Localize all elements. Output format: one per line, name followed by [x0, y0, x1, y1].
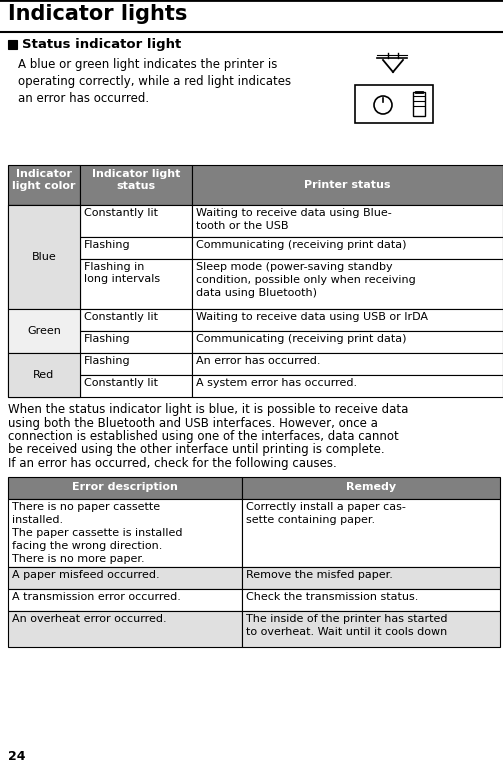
Bar: [80, 331, 192, 353]
Bar: [8, 566, 242, 588]
Text: Constantly lit: Constantly lit: [84, 312, 158, 322]
Bar: [192, 205, 503, 237]
Text: Remove the misfed paper.: Remove the misfed paper.: [246, 571, 393, 581]
Bar: [8, 259, 80, 309]
Bar: [8, 588, 242, 610]
Bar: [413, 92, 425, 116]
Text: Correctly install a paper cas-
sette containing paper.: Correctly install a paper cas- sette con…: [246, 503, 406, 525]
Text: 24: 24: [8, 750, 26, 763]
Bar: [8, 498, 242, 566]
Bar: [192, 353, 503, 375]
Text: The inside of the printer has started
to overheat. Wait until it cools down: The inside of the printer has started to…: [246, 614, 448, 637]
Bar: [192, 237, 503, 259]
Bar: [8, 610, 242, 646]
Text: An overheat error occurred.: An overheat error occurred.: [12, 614, 166, 624]
Text: Flashing in
long intervals: Flashing in long intervals: [84, 262, 160, 285]
Text: Flashing: Flashing: [84, 240, 131, 250]
Text: A system error has occurred.: A system error has occurred.: [196, 378, 357, 388]
Bar: [8, 40, 17, 49]
Bar: [8, 205, 80, 237]
Circle shape: [374, 96, 392, 114]
Bar: [8, 237, 80, 259]
Text: When the status indicator light is blue, it is possible to receive data: When the status indicator light is blue,…: [8, 403, 408, 416]
Text: If an error has occurred, check for the following causes.: If an error has occurred, check for the …: [8, 457, 337, 470]
Text: using both the Bluetooth and USB interfaces. However, once a: using both the Bluetooth and USB interfa…: [8, 417, 378, 430]
Text: Sleep mode (power-saving standby
condition, possible only when receiving
data us: Sleep mode (power-saving standby conditi…: [196, 262, 416, 298]
Bar: [8, 331, 80, 353]
Bar: [242, 477, 500, 498]
Text: A blue or green light indicates the printer is
operating correctly, while a red : A blue or green light indicates the prin…: [18, 58, 291, 105]
Text: Communicating (receiving print data): Communicating (receiving print data): [196, 240, 406, 250]
Bar: [8, 477, 242, 498]
Text: Status indicator light: Status indicator light: [22, 38, 181, 51]
Bar: [80, 353, 192, 375]
Text: Error description: Error description: [72, 482, 178, 492]
Text: A transmission error occurred.: A transmission error occurred.: [12, 593, 181, 603]
Bar: [192, 375, 503, 397]
Text: Waiting to receive data using Blue-
tooth or the USB: Waiting to receive data using Blue- toot…: [196, 208, 392, 230]
Bar: [192, 309, 503, 331]
Text: An error has occurred.: An error has occurred.: [196, 356, 320, 366]
Text: Constantly lit: Constantly lit: [84, 378, 158, 388]
Text: Indicator lights: Indicator lights: [8, 4, 188, 24]
Text: Green: Green: [27, 326, 61, 336]
Bar: [242, 566, 500, 588]
Bar: [8, 205, 80, 309]
Text: Remedy: Remedy: [346, 482, 396, 492]
Bar: [8, 375, 80, 397]
Text: Indicator
light color: Indicator light color: [12, 169, 76, 192]
Text: Flashing: Flashing: [84, 334, 131, 344]
Bar: [192, 259, 503, 309]
Text: be received using the other interface until printing is complete.: be received using the other interface un…: [8, 443, 385, 456]
Bar: [8, 353, 80, 375]
Text: Check the transmission status.: Check the transmission status.: [246, 593, 418, 603]
Text: Indicator light
status: Indicator light status: [92, 169, 180, 192]
Bar: [8, 309, 80, 353]
Bar: [80, 237, 192, 259]
Bar: [242, 498, 500, 566]
Text: Red: Red: [33, 370, 55, 380]
Bar: [80, 205, 192, 237]
Text: Printer status: Printer status: [304, 180, 391, 190]
Text: Blue: Blue: [32, 252, 56, 262]
Text: A paper misfeed occurred.: A paper misfeed occurred.: [12, 571, 159, 581]
Bar: [80, 375, 192, 397]
Text: Constantly lit: Constantly lit: [84, 208, 158, 218]
Text: Waiting to receive data using USB or IrDA: Waiting to receive data using USB or IrD…: [196, 312, 428, 322]
Text: There is no paper cassette
installed.
The paper cassette is installed
facing the: There is no paper cassette installed. Th…: [12, 503, 183, 564]
Bar: [80, 259, 192, 309]
Bar: [242, 610, 500, 646]
Bar: [0, 0, 503, 32]
Bar: [242, 588, 500, 610]
Text: Flashing: Flashing: [84, 356, 131, 366]
Bar: [80, 309, 192, 331]
Bar: [192, 331, 503, 353]
Bar: [8, 309, 80, 331]
Bar: [192, 165, 503, 205]
Bar: [355, 85, 433, 123]
Bar: [8, 165, 80, 205]
Bar: [8, 353, 80, 397]
Text: connection is established using one of the interfaces, data cannot: connection is established using one of t…: [8, 430, 399, 443]
Text: Communicating (receiving print data): Communicating (receiving print data): [196, 334, 406, 344]
Bar: [80, 165, 192, 205]
